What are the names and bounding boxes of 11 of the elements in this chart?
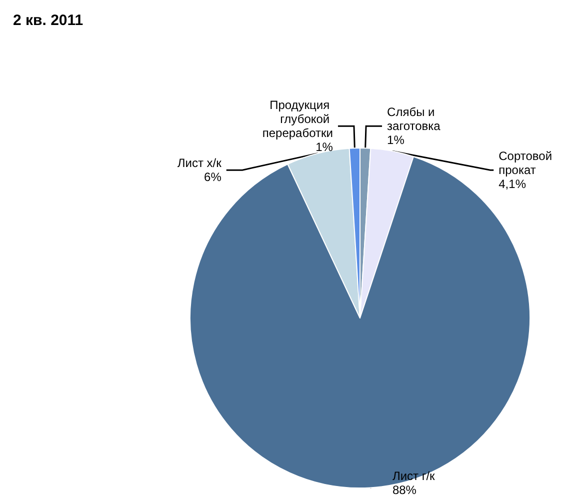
data-label: 4,1% [498, 177, 526, 192]
slice-label: Сортовой прокат [498, 149, 556, 178]
data-label: 6% [204, 170, 222, 184]
data-label: 1% [387, 133, 405, 148]
slice-label: Продукция глубокой переработки [262, 98, 333, 140]
text: 2 кв. 2011 [13, 12, 84, 29]
slice-label: Слябы и заготовка [387, 105, 441, 134]
slice-label: Лист г/к [392, 469, 436, 483]
slice-label: Лист х/к [177, 156, 222, 170]
data-label: 88% [392, 483, 417, 497]
data-label: 1% [316, 140, 334, 154]
